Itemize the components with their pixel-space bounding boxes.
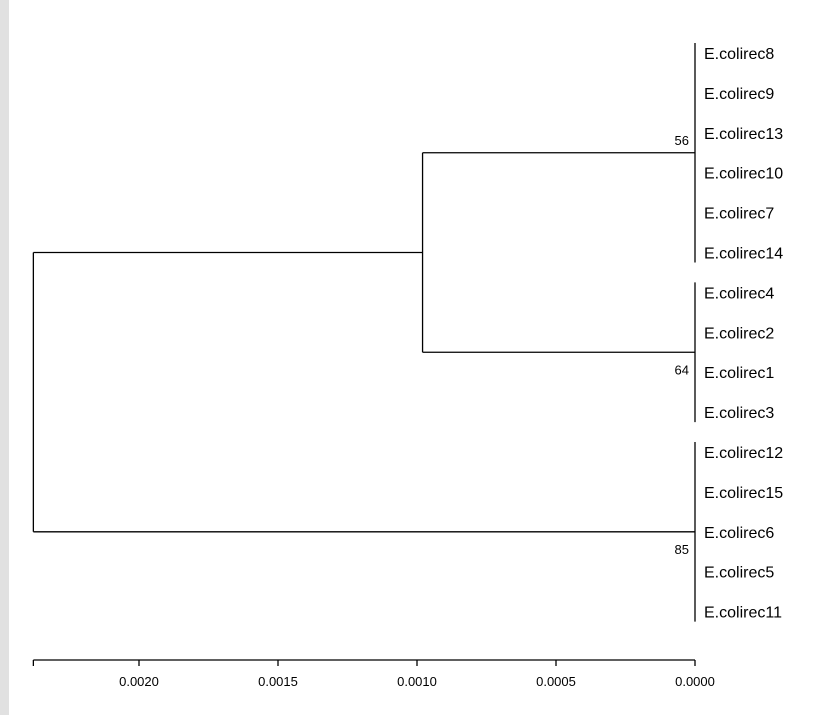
left-border bbox=[0, 0, 9, 715]
leaf-label: E.colirec7 bbox=[704, 206, 774, 223]
leaf-label: E.colirec14 bbox=[704, 246, 783, 263]
leaf-label: E.colirec13 bbox=[704, 126, 783, 143]
leaf-label: E.colirec2 bbox=[704, 325, 774, 342]
axis-tick-label: 0.0020 bbox=[119, 674, 159, 689]
axis-tick-label: 0.0015 bbox=[258, 674, 298, 689]
leaf-label: E.colirec9 bbox=[704, 86, 774, 103]
leaf-label: E.colirec10 bbox=[704, 166, 783, 183]
leaf-label: E.colirec1 bbox=[704, 365, 774, 382]
leaf-label: E.colirec3 bbox=[704, 405, 774, 422]
leaf-label: E.colirec11 bbox=[704, 605, 782, 622]
axis-tick-label: 0.0005 bbox=[536, 674, 576, 689]
support-value: 64 bbox=[675, 362, 689, 377]
leaf-label: E.colirec12 bbox=[704, 445, 783, 462]
leaf-label: E.colirec4 bbox=[704, 285, 774, 302]
leaf-label: E.colirec8 bbox=[704, 46, 774, 63]
leaf-label: E.colirec5 bbox=[704, 565, 774, 582]
leaf-label: E.colirec15 bbox=[704, 485, 783, 502]
axis-tick-label: 0.0000 bbox=[675, 674, 715, 689]
leaf-label: E.colirec6 bbox=[704, 525, 774, 542]
support-value: 56 bbox=[675, 133, 689, 148]
axis-tick-label: 0.0010 bbox=[397, 674, 437, 689]
support-value: 85 bbox=[675, 542, 689, 557]
